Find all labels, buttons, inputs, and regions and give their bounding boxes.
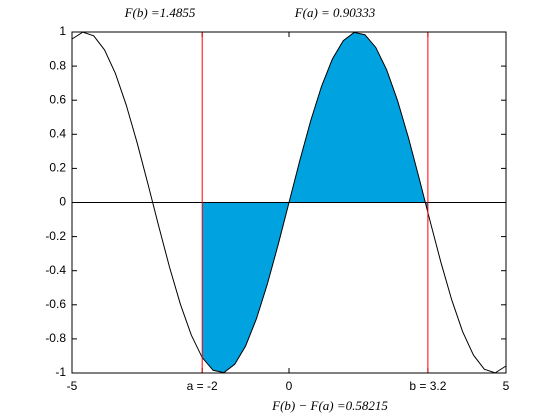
y-tick-label: -0.8 [45, 331, 66, 345]
y-tick-label: 0.4 [49, 126, 66, 140]
y-tick-label: 0 [59, 195, 66, 209]
y-tick-label: -0.2 [45, 229, 66, 243]
x-axis-label: F(b) − F(a) =0.58215 [271, 398, 388, 413]
y-tick-label: 0.8 [49, 58, 66, 72]
y-tick-label: 0.2 [49, 161, 66, 175]
area [202, 32, 428, 373]
y-tick-label: 1 [59, 24, 66, 38]
y-tick-label: -0.6 [45, 297, 66, 311]
y-tick-label: -1 [55, 365, 66, 379]
annotation: F(b) =1.4855 [124, 5, 196, 20]
x-tick-label: b = 3.2 [409, 379, 446, 393]
annotation: F(a) = 0.90333 [294, 5, 376, 20]
y-tick-label: -0.4 [45, 263, 66, 277]
x-tick-label: a = -2 [187, 379, 218, 393]
x-tick-label: -5 [67, 379, 78, 393]
axes-box [71, 31, 507, 374]
x-tick-label: 5 [503, 379, 510, 393]
x-tick-label: 0 [286, 379, 293, 393]
y-tick-label: 0.6 [49, 92, 66, 106]
